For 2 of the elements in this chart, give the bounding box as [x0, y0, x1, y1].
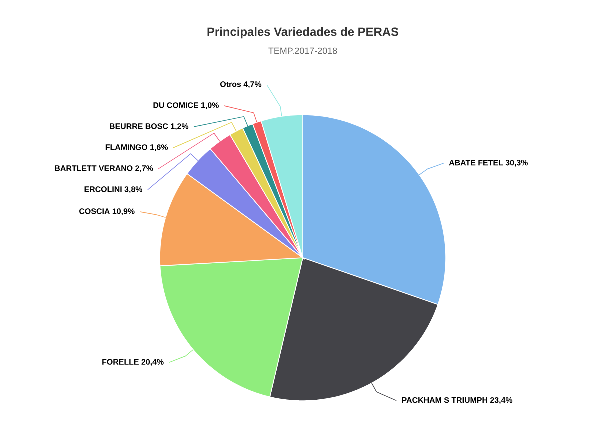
chart-title: Principales Variedades de PERAS [208, 27, 399, 39]
chart-subtitle: TEMP.2017-2018 [268, 48, 338, 54]
